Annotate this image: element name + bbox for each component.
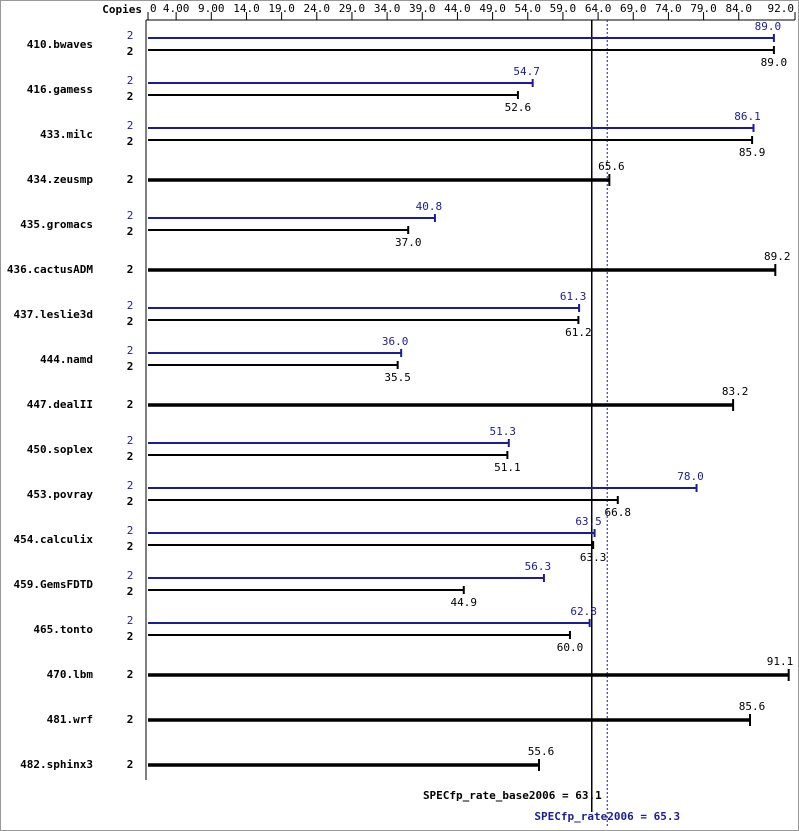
base-copies: 2: [127, 45, 134, 58]
base-copies: 2: [127, 135, 134, 148]
base-value-label: 65.6: [598, 160, 625, 173]
benchmark-name: 470.lbm: [47, 668, 94, 681]
base-value-label: 83.2: [722, 385, 749, 398]
peak-value-label: 61.3: [560, 290, 587, 303]
benchmark-name: 454.calculix: [14, 533, 94, 546]
benchmark-name: 453.povray: [27, 488, 94, 501]
x-tick-label: 19.0: [268, 2, 295, 15]
base-copies: 2: [127, 713, 134, 726]
base-copies: 2: [127, 225, 134, 238]
benchmark-name: 447.dealII: [27, 398, 93, 411]
base-value-label: 44.9: [451, 596, 478, 609]
x-tick-label: 49.0: [479, 2, 506, 15]
benchmark-name: 450.soplex: [27, 443, 94, 456]
peak-value-label: 63.5: [575, 515, 602, 528]
peak-copies: 2: [127, 479, 134, 492]
benchmark-name: 437.leslie3d: [14, 308, 93, 321]
peak-value-label: 89.0: [755, 20, 782, 33]
peak-copies: 2: [127, 119, 134, 132]
x-tick-label: 4.00: [163, 2, 190, 15]
base-copies: 2: [127, 758, 134, 771]
peak-copies: 2: [127, 74, 134, 87]
base-value-label: 55.6: [528, 745, 555, 758]
benchmark-name: 459.GemsFDTD: [14, 578, 94, 591]
x-tick-label: 14.0: [233, 2, 260, 15]
peak-value-label: 78.0: [677, 470, 704, 483]
base-copies: 2: [127, 263, 134, 276]
peak-copies: 2: [127, 569, 134, 582]
x-tick-label: 44.0: [444, 2, 471, 15]
benchmark-name: 410.bwaves: [27, 38, 93, 51]
base-copies: 2: [127, 173, 134, 186]
peak-value-label: 36.0: [382, 335, 409, 348]
base-value-label: 85.6: [739, 700, 766, 713]
x-tick-label: 79.0: [690, 2, 717, 15]
x-tick-label: 39.0: [409, 2, 436, 15]
base-value-label: 66.8: [605, 506, 632, 519]
base-value-label: 63.3: [580, 551, 607, 564]
benchmark-name: 465.tonto: [33, 623, 93, 636]
benchmark-name: 436.cactusADM: [7, 263, 93, 276]
base-copies: 2: [127, 450, 134, 463]
x-tick-label: 84.0: [725, 2, 752, 15]
base-copies: 2: [127, 495, 134, 508]
benchmark-name: 481.wrf: [47, 713, 93, 726]
peak-copies: 2: [127, 29, 134, 42]
base-value-label: 61.2: [565, 326, 592, 339]
x-tick-label: 64.0: [585, 2, 612, 15]
base-value-label: 89.0: [761, 56, 788, 69]
x-tick-label: 34.0: [374, 2, 401, 15]
x-tick-label: 74.0: [655, 2, 682, 15]
x-tick-label: 9.00: [198, 2, 225, 15]
peak-value-label: 62.8: [570, 605, 597, 618]
benchmark-name: 416.gamess: [27, 83, 93, 96]
benchmark-name: 435.gromacs: [20, 218, 93, 231]
peak-value-label: 56.3: [525, 560, 552, 573]
base-value-label: 85.9: [739, 146, 766, 159]
base-copies: 2: [127, 540, 134, 553]
base-value-label: 51.1: [494, 461, 521, 474]
x-tick-label: 54.0: [515, 2, 542, 15]
base-copies: 2: [127, 668, 134, 681]
x-tick-label: 69.0: [620, 2, 647, 15]
peak-copies: 2: [127, 524, 134, 537]
base-copies: 2: [127, 398, 134, 411]
peak-value-label: 40.8: [416, 200, 443, 213]
x-tick-label: 92.0: [768, 2, 795, 15]
peak-ref-label: SPECfp_rate2006 = 65.3: [534, 810, 680, 823]
base-copies: 2: [127, 630, 134, 643]
peak-copies: 2: [127, 344, 134, 357]
base-copies: 2: [127, 90, 134, 103]
copies-header: Copies: [102, 3, 142, 16]
base-value-label: 35.5: [384, 371, 411, 384]
base-value-label: 91.1: [767, 655, 794, 668]
base-value-label: 52.6: [505, 101, 532, 114]
base-copies: 2: [127, 315, 134, 328]
base-value-label: 37.0: [395, 236, 422, 249]
benchmark-name: 444.namd: [40, 353, 93, 366]
peak-value-label: 54.7: [513, 65, 540, 78]
base-ref-label: SPECfp_rate_base2006 = 63.1: [423, 789, 602, 802]
peak-value-label: 86.1: [734, 110, 761, 123]
x-tick-label: 29.0: [339, 2, 366, 15]
benchmark-name: 433.milc: [40, 128, 93, 141]
base-value-label: 89.2: [764, 250, 791, 263]
peak-copies: 2: [127, 299, 134, 312]
benchmark-name: 482.sphinx3: [20, 758, 93, 771]
peak-value-label: 51.3: [490, 425, 517, 438]
x-tick-label: 0: [150, 2, 157, 15]
base-copies: 2: [127, 360, 134, 373]
x-tick-label: 24.0: [304, 2, 331, 15]
peak-copies: 2: [127, 434, 134, 447]
base-copies: 2: [127, 585, 134, 598]
peak-copies: 2: [127, 614, 134, 627]
benchmark-name: 434.zeusmp: [27, 173, 94, 186]
x-tick-label: 59.0: [550, 2, 577, 15]
base-value-label: 60.0: [557, 641, 584, 654]
peak-copies: 2: [127, 209, 134, 222]
